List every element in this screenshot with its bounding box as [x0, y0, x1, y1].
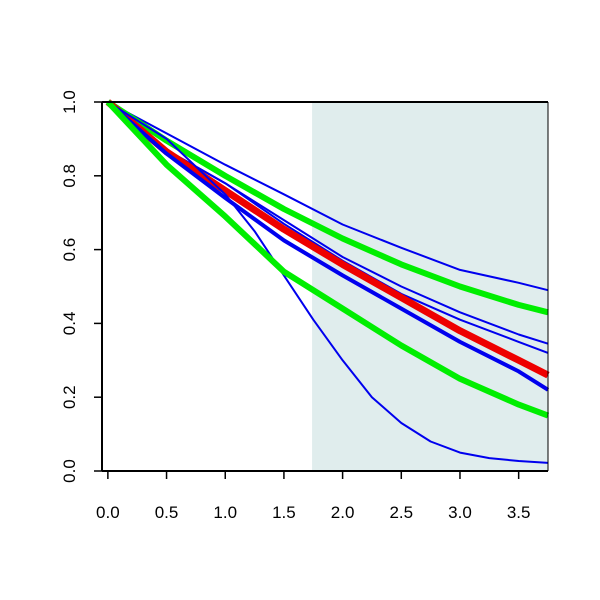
x-tick-label: 2.5 — [389, 503, 413, 522]
series-line-8 — [105, 99, 550, 419]
shaded-region — [312, 102, 548, 471]
axis-layer: 0.0 0.5 1.0 1.5 2.0 2.5 3.0 3.5 0.0 0.2 0.4 0.6 0.8 1… — [60, 90, 549, 522]
x-tick-label: 3.5 — [507, 503, 531, 522]
series-line-6 — [106, 100, 550, 392]
shaded-region-layer — [312, 102, 548, 471]
y-tick-label: 0.6 — [60, 238, 79, 262]
y-tick-label: 0.0 — [60, 459, 79, 483]
x-tick-label: 1.5 — [272, 503, 296, 522]
y-tick-label: 0.4 — [60, 312, 79, 336]
series-line-7 — [107, 101, 549, 464]
x-tick-label: 3.0 — [448, 503, 472, 522]
x-tick-label: 1.0 — [213, 503, 237, 522]
x-tick-label: 2.0 — [331, 503, 355, 522]
x-tick-label: 0.5 — [155, 503, 179, 522]
x-tick-label: 0.0 — [96, 503, 120, 522]
series-layer — [105, 99, 550, 464]
series-line-5 — [105, 99, 550, 379]
y-tick-label: 1.0 — [60, 90, 79, 114]
y-tick-label: 0.8 — [60, 164, 79, 188]
series-line-2 — [106, 99, 549, 316]
y-tick-label: 0.2 — [60, 385, 79, 409]
series-line-1 — [107, 101, 549, 292]
